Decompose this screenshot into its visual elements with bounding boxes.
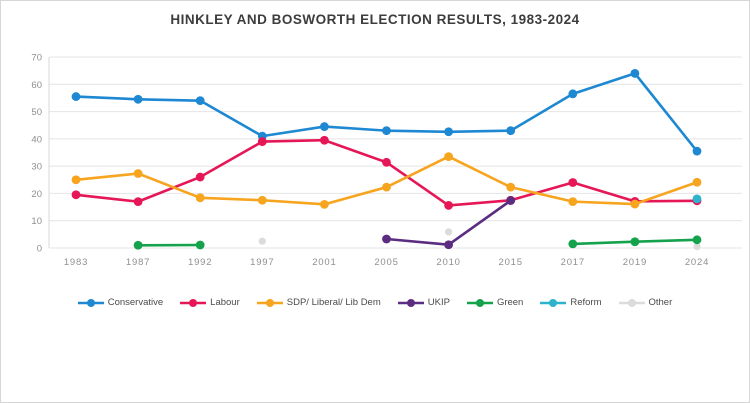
x-axis-tick-label: 2001 [312, 257, 336, 268]
legend-item-green: Green [466, 297, 524, 308]
legend-item-other: Other [618, 297, 673, 308]
y-axis-tick-label: 20 [31, 189, 42, 200]
data-point-green-2019 [630, 237, 640, 247]
legend: Conservative Labour SDP/ Liberal/ Lib Dem U… [1, 297, 749, 308]
legend-label-sdp-liberal-lib-dem: SDP/ Liberal/ Lib Dem [286, 297, 381, 308]
y-axis-tick-label: 50 [31, 107, 42, 118]
data-point-conservative-2015 [506, 126, 516, 136]
data-point-other-2010 [445, 228, 453, 236]
data-point-sdp-liberal-lib-dem-1992 [195, 193, 205, 203]
legend-item-reform: Reform [540, 297, 602, 308]
data-point-conservative-2019 [630, 68, 640, 78]
data-point-labour-1997 [257, 137, 267, 146]
data-point-conservative-2005 [382, 126, 391, 136]
data-point-sdp-liberal-lib-dem-2019 [630, 199, 640, 209]
x-axis-tick-label: 2024 [685, 257, 709, 268]
legend-marker-sdp-liberal-lib-dem [256, 298, 283, 307]
data-point-conservative-1987 [133, 94, 143, 104]
y-axis-tick-label: 30 [31, 162, 42, 173]
y-axis-tick-label: 10 [31, 216, 42, 227]
legend-item-sdp-liberal-lib-dem: SDP/ Liberal/ Lib Dem [256, 297, 381, 308]
data-point-green-1987 [133, 240, 143, 250]
data-point-ukip-2015 [506, 196, 516, 205]
x-axis-tick-label: 2019 [623, 257, 647, 268]
data-point-labour-2001 [320, 135, 329, 145]
data-point-labour-2005 [382, 157, 391, 167]
legend-marker-ukip [397, 298, 424, 307]
y-axis-tick-label: 60 [31, 80, 42, 91]
data-point-sdp-liberal-lib-dem-2017 [568, 197, 578, 207]
y-axis-tick-label: 40 [31, 134, 42, 145]
data-point-ukip-2010 [444, 240, 453, 250]
data-point-conservative-2010 [444, 127, 453, 137]
data-point-sdp-liberal-lib-dem-1987 [133, 169, 143, 178]
data-point-labour-2010 [444, 201, 453, 210]
legend-label-ukip: UKIP [427, 297, 450, 308]
data-point-sdp-liberal-lib-dem-2024 [692, 177, 702, 187]
x-axis-tick-label: 1983 [64, 257, 88, 268]
y-axis-tick-label: 0 [37, 244, 42, 255]
legend-item-conservative: Conservative [77, 297, 164, 308]
x-axis-tick-label: 2017 [561, 257, 585, 268]
data-point-sdp-liberal-lib-dem-2010 [444, 152, 453, 161]
data-point-sdp-liberal-lib-dem-1983 [71, 175, 81, 185]
data-point-sdp-liberal-lib-dem-2001 [320, 199, 329, 209]
line-chart: 0 10 20 30 40 50 60 70 1983 1987 1992 1997 2001 2005 2… [31, 53, 742, 268]
legend-marker-conservative [77, 298, 104, 307]
legend-item-labour: Labour [180, 297, 240, 308]
data-point-other-1997 [258, 237, 266, 245]
legend-label-other: Other [648, 297, 673, 308]
x-axis-tick-label: 2005 [374, 257, 398, 268]
x-axis-tick-label: 2015 [499, 257, 523, 268]
data-point-sdp-liberal-lib-dem-1997 [257, 195, 267, 205]
x-axis-tick-label: 2010 [436, 257, 460, 268]
data-point-ukip-2005 [382, 234, 391, 244]
series-line-conservative [74, 72, 699, 153]
x-axis-tick-label: 1987 [126, 257, 150, 268]
series-line-labour [74, 138, 699, 207]
data-point-labour-1983 [71, 190, 81, 200]
legend-label-reform: Reform [570, 297, 602, 308]
data-point-sdp-liberal-lib-dem-2015 [506, 182, 516, 192]
legend-label-labour: Labour [210, 297, 240, 308]
data-point-reform-2024 [692, 194, 702, 204]
x-axis-tick-label: 1997 [250, 257, 274, 268]
data-point-labour-1987 [133, 197, 143, 207]
legend-marker-reform [540, 298, 567, 307]
data-point-green-2024 [692, 235, 702, 245]
legend-label-conservative: Conservative [107, 297, 164, 308]
legend-marker-green [466, 298, 493, 307]
data-point-green-2017 [568, 239, 578, 249]
data-point-green-1992 [195, 240, 205, 250]
data-point-conservative-2001 [320, 122, 329, 131]
legend-item-ukip: UKIP [397, 297, 450, 308]
data-point-sdp-liberal-lib-dem-2005 [382, 182, 391, 192]
data-point-other-2024 [693, 243, 701, 251]
y-axis-tick-label: 70 [31, 53, 42, 64]
data-point-conservative-1983 [71, 92, 81, 101]
chart-title: HINKLEY AND BOSWORTH ELECTION RESULTS, 1… [170, 12, 580, 27]
data-point-conservative-1992 [195, 96, 205, 106]
data-point-labour-1992 [195, 172, 205, 182]
legend-marker-labour [180, 298, 207, 307]
x-axis-tick-label: 1992 [188, 257, 212, 268]
data-point-conservative-2024 [692, 146, 702, 156]
legend-label-green: Green [496, 297, 524, 308]
data-point-conservative-2017 [568, 89, 578, 99]
data-point-labour-2017 [568, 178, 578, 187]
legend-marker-other [618, 298, 645, 307]
